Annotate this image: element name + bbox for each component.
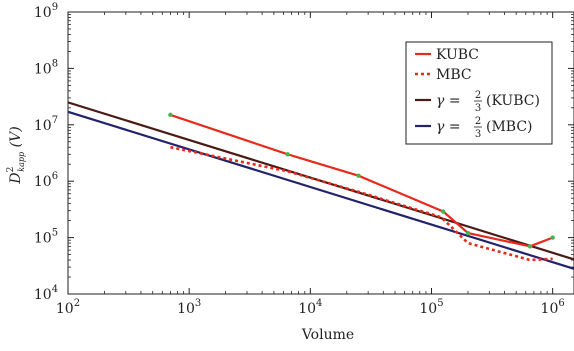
y-tick-label: 106 xyxy=(34,171,58,190)
data-point xyxy=(285,152,290,157)
data-point xyxy=(465,230,471,236)
x-tick-label: 105 xyxy=(419,298,443,317)
x-tick-exp: 5 xyxy=(437,298,443,309)
y-tick-label: 107 xyxy=(34,115,58,134)
data-point xyxy=(168,112,173,118)
x-tick-exp: 3 xyxy=(195,298,201,309)
legend: KUBC MBC γ = 2 3 (KUBC) γ = 2 3 (MBC) xyxy=(405,41,553,145)
legend-label: γ = xyxy=(436,93,461,109)
y-tick-base: 10 xyxy=(34,118,52,134)
y-tick-exp: 9 xyxy=(52,2,58,13)
x-axis-label: Volume xyxy=(301,327,354,343)
data-point xyxy=(550,235,555,240)
x-tick-label: 102 xyxy=(56,298,80,317)
data-point xyxy=(527,244,533,249)
x-tick-label: 104 xyxy=(298,298,322,317)
y-axis-label: D2kapp (V) xyxy=(6,126,26,184)
x-tick-exp: 2 xyxy=(74,298,80,309)
legend-label: KUBC xyxy=(436,47,479,63)
series-line-kubc xyxy=(68,101,574,261)
x-tick-base: 10 xyxy=(298,301,316,317)
legend-label: γ = xyxy=(436,119,461,135)
y-tick-base: 10 xyxy=(34,5,52,21)
y-tick-label: 109 xyxy=(34,2,58,21)
x-tick-exp: 6 xyxy=(558,298,564,309)
y-tick-exp: 5 xyxy=(52,228,58,239)
data-point xyxy=(441,209,446,214)
series-line-mbc xyxy=(68,110,574,270)
legend-frac-den: 3 xyxy=(475,129,481,140)
y-label-base: D xyxy=(8,172,24,184)
y-tick-base: 10 xyxy=(34,231,52,247)
series-layer xyxy=(68,101,574,270)
x-tick-base: 10 xyxy=(541,301,559,317)
y-label-sub: kapp xyxy=(17,152,26,172)
legend-tail: (MBC) xyxy=(486,119,533,135)
y-tick-base: 10 xyxy=(34,287,52,303)
legend-frac-num: 2 xyxy=(475,90,481,101)
y-tick-exp: 4 xyxy=(52,284,58,295)
x-tick-label: 106 xyxy=(541,298,565,317)
x-tick-base: 10 xyxy=(56,301,74,317)
y-tick-base: 10 xyxy=(34,61,52,77)
legend-tail: (KUBC) xyxy=(486,93,540,109)
y-tick-exp: 8 xyxy=(52,58,58,69)
y-tick-exp: 7 xyxy=(52,115,58,126)
legend-gamma: γ = xyxy=(436,93,461,109)
x-tick-base: 10 xyxy=(177,301,195,317)
y-tick-label: 104 xyxy=(34,284,58,303)
y-tick-exp: 6 xyxy=(52,171,58,182)
series-group xyxy=(68,101,574,270)
y-tick-base: 10 xyxy=(34,174,52,190)
x-tick-exp: 4 xyxy=(316,298,322,309)
data-point xyxy=(356,173,361,178)
legend-frac-den: 3 xyxy=(475,103,481,114)
y-label-sup: 2 xyxy=(6,167,16,173)
x-tick-base: 10 xyxy=(419,301,437,317)
legend-frac-num: 2 xyxy=(475,116,481,127)
y-tick-label: 108 xyxy=(34,58,58,77)
x-tick-label: 103 xyxy=(177,298,201,317)
y-label-suffix: (V) xyxy=(8,126,24,151)
legend-gamma: γ = xyxy=(436,119,461,135)
y-tick-label: 105 xyxy=(34,228,58,247)
legend-label: MBC xyxy=(436,67,472,83)
plot-frame xyxy=(67,11,574,295)
